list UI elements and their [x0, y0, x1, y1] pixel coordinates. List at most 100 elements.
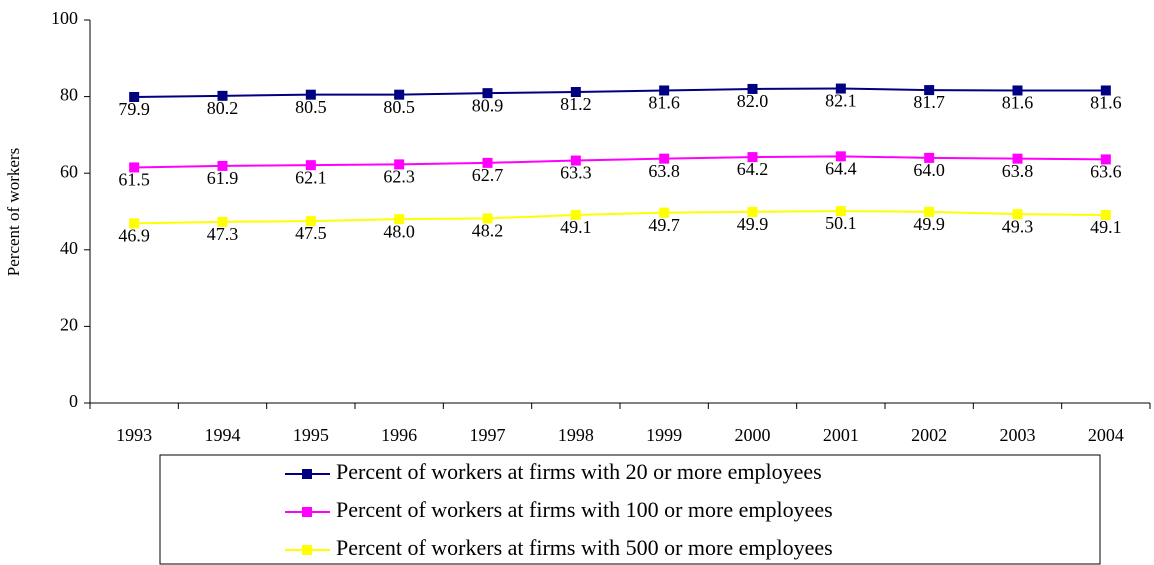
data-label: 80.5	[295, 97, 327, 117]
x-tick-label: 1999	[646, 425, 682, 445]
marker	[394, 159, 405, 170]
data-label: 82.1	[825, 91, 857, 111]
marker	[835, 151, 846, 162]
data-label: 61.9	[207, 168, 239, 188]
data-label: 64.0	[913, 160, 945, 180]
data-label: 63.6	[1090, 162, 1122, 182]
data-label: 49.7	[648, 215, 680, 235]
marker	[305, 89, 316, 100]
data-label: 81.6	[1090, 93, 1122, 113]
legend-label: Percent of workers at firms with 100 or …	[336, 497, 833, 522]
data-label: 49.9	[737, 214, 769, 234]
data-label: 81.2	[560, 94, 592, 114]
data-label: 62.3	[383, 167, 415, 187]
x-tick-label: 2003	[1000, 425, 1036, 445]
marker	[1100, 154, 1111, 165]
marker	[570, 209, 581, 220]
marker	[924, 85, 935, 96]
x-tick-label: 2000	[735, 425, 771, 445]
marker	[747, 206, 758, 217]
series-line	[134, 210, 1106, 225]
data-label: 48.2	[472, 221, 504, 241]
marker	[217, 160, 228, 171]
data-label: 47.5	[295, 223, 327, 243]
series-line	[134, 87, 1106, 98]
data-label: 62.7	[472, 165, 504, 185]
data-label: 63.3	[560, 163, 592, 183]
series-line	[134, 155, 1106, 169]
marker	[129, 162, 140, 173]
marker	[394, 214, 405, 225]
marker	[747, 83, 758, 94]
data-label: 79.9	[118, 99, 150, 119]
legend-marker	[302, 469, 312, 479]
marker	[1100, 209, 1111, 220]
x-tick-label: 2001	[823, 425, 859, 445]
x-tick-label: 1993	[116, 425, 152, 445]
y-tick-label: 40	[60, 238, 78, 258]
x-tick-label: 2002	[911, 425, 947, 445]
marker	[305, 160, 316, 171]
data-label: 82.0	[737, 91, 769, 111]
data-label: 49.9	[913, 214, 945, 234]
marker	[924, 206, 935, 217]
data-label: 46.9	[118, 225, 150, 245]
data-label: 49.3	[1002, 216, 1034, 236]
marker	[659, 207, 670, 218]
data-label: 80.5	[383, 97, 415, 117]
data-label: 49.1	[1090, 217, 1122, 237]
legend-label: Percent of workers at firms with 500 or …	[336, 535, 833, 560]
marker	[659, 153, 670, 164]
marker	[305, 216, 316, 227]
data-label: 80.2	[207, 98, 239, 118]
marker	[217, 216, 228, 227]
x-tick-label: 1995	[293, 425, 329, 445]
marker	[1100, 85, 1111, 96]
data-label: 47.3	[207, 224, 239, 244]
marker	[482, 213, 493, 224]
data-label: 62.1	[295, 167, 327, 187]
y-tick-label: 100	[51, 8, 78, 28]
legend-label: Percent of workers at firms with 20 or m…	[336, 459, 822, 484]
y-tick-label: 80	[60, 85, 78, 105]
x-tick-label: 1997	[470, 425, 506, 445]
legend-marker	[302, 545, 312, 555]
data-label: 81.6	[648, 93, 680, 113]
data-label: 61.5	[118, 170, 150, 190]
x-tick-label: 1996	[381, 425, 417, 445]
marker	[659, 85, 670, 96]
marker	[570, 155, 581, 166]
data-label: 63.8	[1002, 161, 1034, 181]
marker	[924, 152, 935, 163]
data-label: 63.8	[648, 161, 680, 181]
x-tick-label: 1994	[205, 425, 241, 445]
marker	[482, 88, 493, 99]
data-label: 81.6	[1002, 93, 1034, 113]
marker	[835, 83, 846, 94]
y-tick-label: 0	[69, 391, 78, 411]
data-label: 49.1	[560, 217, 592, 237]
legend-marker	[302, 507, 312, 517]
marker	[129, 91, 140, 102]
marker	[1012, 209, 1023, 220]
y-axis-label: Percent of workers	[4, 148, 23, 276]
data-label: 50.1	[825, 213, 857, 233]
data-label: 64.4	[825, 158, 857, 178]
marker	[1012, 153, 1023, 164]
x-tick-label: 1998	[558, 425, 594, 445]
data-label: 48.0	[383, 221, 415, 241]
marker	[482, 157, 493, 168]
marker	[129, 218, 140, 229]
x-tick-label: 2004	[1088, 425, 1124, 445]
y-tick-label: 20	[60, 315, 78, 335]
marker	[217, 90, 228, 101]
data-label: 80.9	[472, 95, 504, 115]
marker	[747, 152, 758, 163]
marker	[835, 206, 846, 217]
marker	[394, 89, 405, 100]
data-label: 81.7	[913, 92, 945, 112]
marker	[1012, 85, 1023, 96]
data-label: 64.2	[737, 159, 769, 179]
marker	[570, 87, 581, 98]
